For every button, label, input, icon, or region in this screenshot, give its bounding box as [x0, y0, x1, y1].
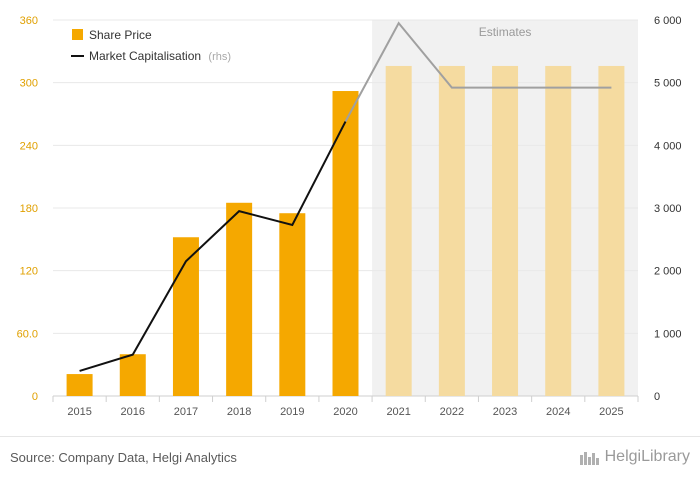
- x-tick-label: 2025: [599, 406, 623, 418]
- x-tick-label: 2019: [280, 406, 304, 418]
- left-tick-label: 180: [20, 203, 38, 215]
- x-tick-label: 2016: [121, 406, 145, 418]
- x-tick-label: 2024: [546, 406, 570, 418]
- left-tick-label: 120: [20, 266, 38, 278]
- share-price-bar: [119, 354, 146, 396]
- left-tick-label: 300: [20, 78, 38, 90]
- source-note: Source: Company Data, Helgi Analytics: [10, 450, 237, 465]
- share-price-bar: [438, 65, 465, 396]
- legend-market-cap-label: Market Capitalisation (rhs): [89, 49, 231, 63]
- right-tick-label: 2 000: [654, 266, 682, 278]
- logo-text: HelgiLibrary: [604, 448, 690, 465]
- share-price-bar: [385, 65, 412, 396]
- legend-share-price-swatch: [72, 29, 83, 40]
- share-price-bar: [66, 374, 93, 396]
- market-cap-line: [79, 21, 612, 372]
- left-tick-label: 240: [20, 140, 38, 152]
- share-price-bars: [66, 65, 625, 397]
- share-price-bar: [332, 91, 359, 397]
- right-tick-label: 6 000: [654, 15, 682, 27]
- footer-divider: [0, 436, 700, 437]
- x-tick-label: 2021: [386, 406, 410, 418]
- share-price-bar: [226, 202, 253, 396]
- x-tick-label: 2017: [174, 406, 198, 418]
- market-cap-actual-line: [79, 121, 347, 372]
- right-tick-label: 1 000: [654, 328, 682, 340]
- helgi-library-logo: HelgiLibrary: [579, 448, 690, 466]
- share-price-bar: [279, 213, 306, 396]
- share-price-bar: [492, 65, 519, 396]
- share-price-bar: [598, 65, 625, 396]
- left-axis-ticks: 0 60.0 120 180 240 300 360: [17, 15, 38, 403]
- right-tick-label: 3 000: [654, 203, 682, 215]
- left-tick-label: 360: [20, 15, 38, 27]
- left-tick-label: 60.0: [17, 328, 38, 340]
- legend-market-cap-suffix: (rhs): [208, 51, 231, 63]
- legend-share-price-label: Share Price: [89, 28, 152, 42]
- library-logo-icon: [579, 452, 599, 465]
- share-price-bar: [172, 237, 199, 396]
- right-tick-label: 4 000: [654, 140, 682, 152]
- x-tick-label: 2018: [227, 406, 251, 418]
- x-tick-label: 2022: [440, 406, 464, 418]
- estimates-label: Estimates: [479, 25, 532, 39]
- right-axis-ticks: 0 1 000 2 000 3 000 4 000 5 000 6 000: [654, 15, 682, 403]
- market-cap-estimate-line: [344, 21, 612, 122]
- x-tick-label: 2015: [67, 406, 91, 418]
- right-tick-label: 0: [654, 391, 660, 403]
- x-tick-label: 2023: [493, 406, 517, 418]
- x-axis-ticks: 2015 2016 2017 2018 2019 2020 2021 2022 2023 2024…: [67, 406, 623, 418]
- right-tick-label: 5 000: [654, 78, 682, 90]
- x-tick-label: 2020: [333, 406, 357, 418]
- legend: Share Price Market Capitalisation (rhs): [71, 28, 231, 63]
- left-tick-label: 0: [32, 391, 38, 403]
- share-price-bar: [545, 65, 572, 396]
- chart: Estimates 0 60.0 120 180 240 300 360 0 1 000 2 0…: [17, 15, 682, 418]
- legend-market-cap-name: Market Capitalisation: [89, 49, 201, 63]
